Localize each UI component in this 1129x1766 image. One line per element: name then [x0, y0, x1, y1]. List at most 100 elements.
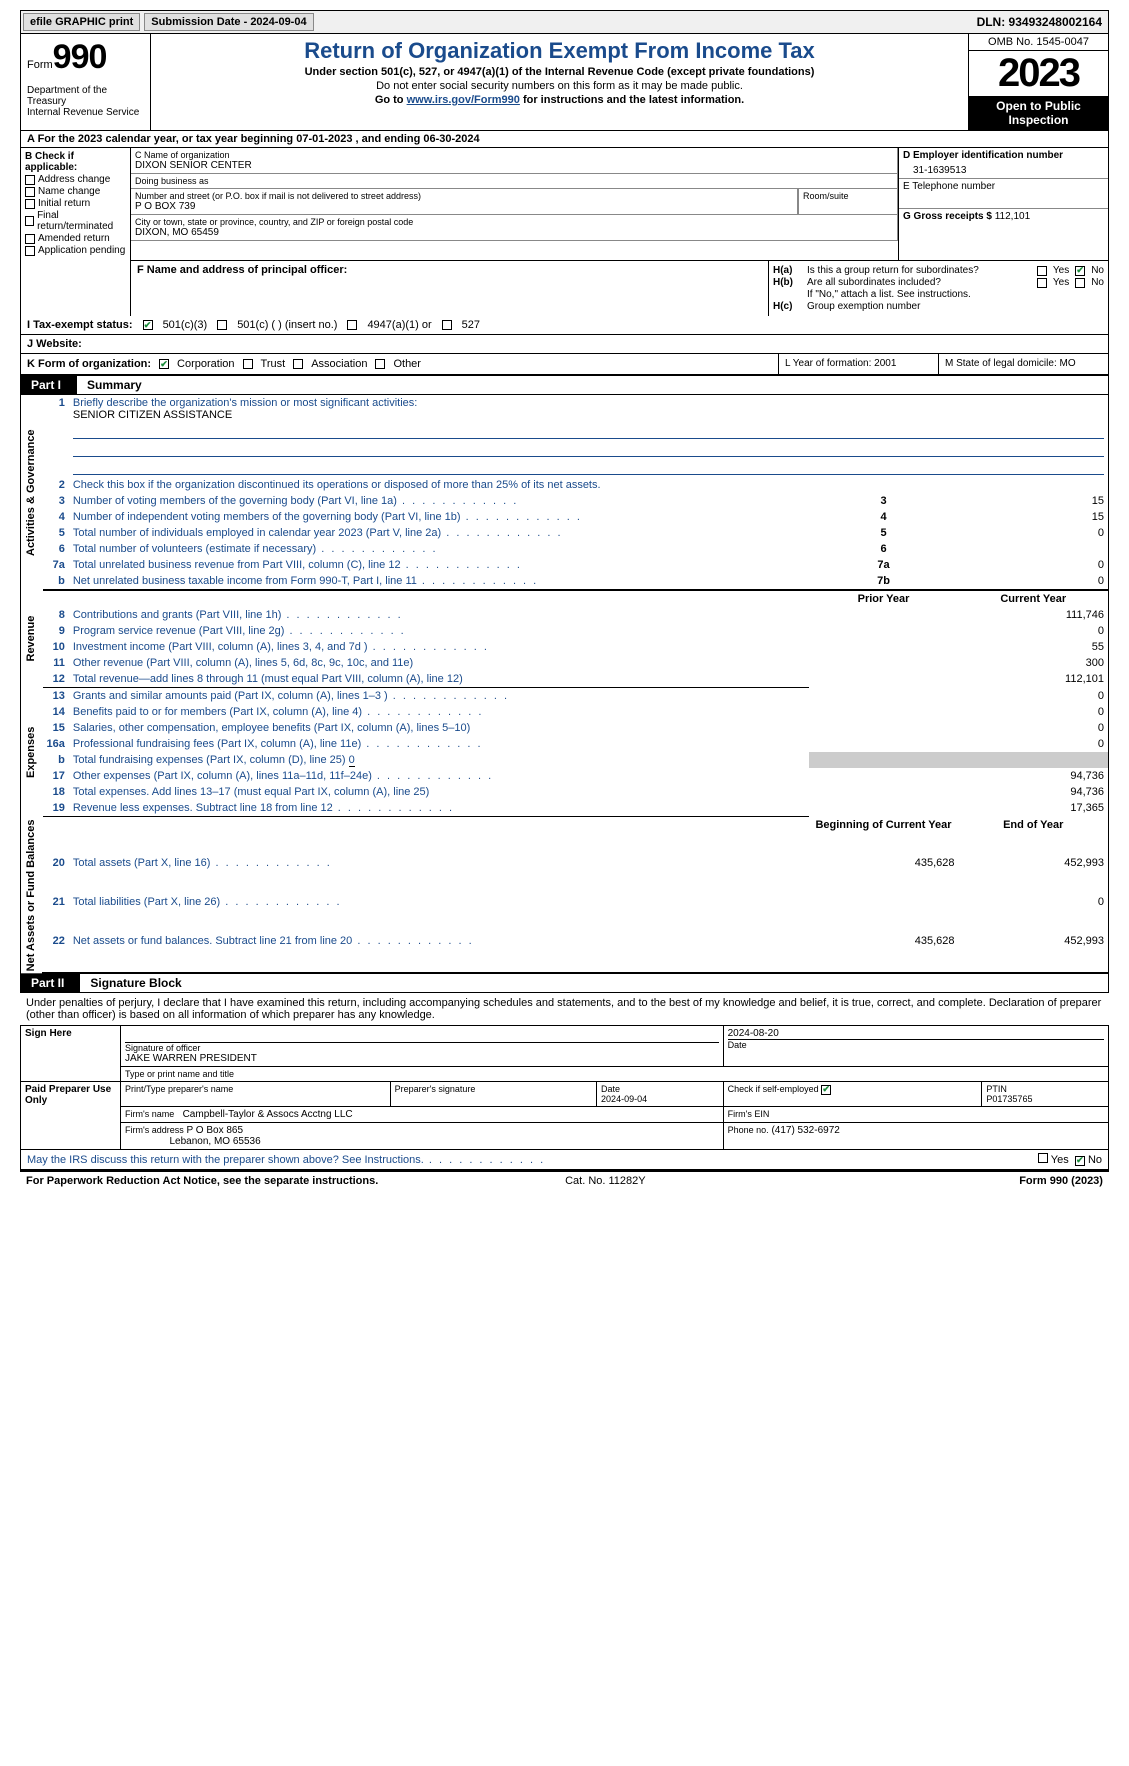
lbl-name-change: Name change — [38, 186, 100, 197]
prior-hdr: Prior Year — [809, 590, 959, 607]
discuss-text: May the IRS discuss this return with the… — [27, 1154, 545, 1166]
side-net-assets: Net Assets or Fund Balances — [21, 817, 43, 973]
l8: Contributions and grants (Part VIII, lin… — [69, 607, 809, 623]
l19: Revenue less expenses. Subtract line 18 … — [69, 800, 809, 817]
gross-label: G Gross receipts $ — [903, 211, 992, 222]
lbl-final-return: Final return/terminated — [37, 210, 126, 232]
v19c: 17,365 — [959, 800, 1109, 817]
street-label: Number and street (or P.O. box if mail i… — [135, 191, 793, 201]
v3: 15 — [959, 493, 1109, 509]
line-a: A For the 2023 calendar year, or tax yea… — [20, 131, 1109, 148]
chk-501c3[interactable] — [143, 320, 153, 330]
v11c: 300 — [959, 655, 1109, 671]
v13c: 0 — [959, 688, 1109, 705]
chk-527[interactable] — [442, 320, 452, 330]
city: DIXON, MO 65459 — [135, 227, 893, 238]
lbl-4947: 4947(a)(1) or — [367, 319, 431, 331]
ha-yes[interactable] — [1037, 266, 1047, 276]
side-revenue: Revenue — [21, 590, 43, 688]
l22: Net assets or fund balances. Subtract li… — [69, 933, 809, 973]
l12: Total revenue—add lines 8 through 11 (mu… — [69, 671, 809, 688]
chk-trust[interactable] — [243, 359, 253, 369]
org-name: DIXON SENIOR CENTER — [135, 160, 893, 171]
ty-begin: 07-01-2023 — [296, 133, 352, 145]
line-a-pre: A For the 2023 calendar year, or tax yea… — [27, 133, 296, 145]
chk-501c[interactable] — [217, 320, 227, 330]
l17: Other expenses (Part IX, column (A), lin… — [69, 768, 809, 784]
v9c: 0 — [959, 623, 1109, 639]
form-org-label: K Form of organization: — [27, 358, 151, 370]
main-title: Return of Organization Exempt From Incom… — [159, 38, 960, 64]
prep-date-label: Date — [601, 1084, 620, 1094]
tel-label: E Telephone number — [903, 181, 1104, 192]
goto-pre: Go to — [375, 94, 407, 106]
hb-yes[interactable] — [1037, 278, 1047, 288]
ha-label: H(a) — [773, 265, 803, 276]
row-i: I Tax-exempt status: 501(c)(3) 501(c) ( … — [20, 316, 1109, 335]
l5-text: Total number of individuals employed in … — [69, 525, 809, 541]
submission-date-btn[interactable]: Submission Date - 2024-09-04 — [144, 13, 313, 31]
discuss-yes-lbl: Yes — [1051, 1154, 1069, 1166]
l21: Total liabilities (Part X, line 26) — [69, 894, 809, 933]
chk-app-pending[interactable] — [25, 246, 35, 256]
l14: Benefits paid to or for members (Part IX… — [69, 704, 809, 720]
part1-title: Summary — [77, 376, 1108, 394]
chk-address-change[interactable] — [25, 175, 35, 185]
chk-4947[interactable] — [347, 320, 357, 330]
cat-no: Cat. No. 11282Y — [565, 1175, 646, 1187]
v17c: 94,736 — [959, 768, 1109, 784]
box-b-label: B Check if applicable: — [25, 151, 126, 173]
tax-year: 2023 — [969, 51, 1108, 96]
ptin: P01735765 — [986, 1094, 1032, 1104]
side-expenses: Expenses — [21, 688, 43, 817]
v12c: 112,101 — [959, 671, 1109, 688]
ha-no[interactable] — [1075, 266, 1085, 276]
curr-hdr: Current Year — [959, 590, 1109, 607]
row-j: J Website: — [20, 335, 1109, 354]
l18: Total expenses. Add lines 13–17 (must eq… — [69, 784, 809, 800]
sign-here: Sign Here — [21, 1026, 121, 1082]
part2-header: Part II Signature Block — [20, 973, 1109, 993]
chk-self-employed[interactable] — [821, 1085, 831, 1095]
box-d: D Employer identification number 31-1639… — [898, 148, 1108, 260]
open-inspection: Open to Public Inspection — [969, 96, 1108, 130]
l1-text: Briefly describe the organization's miss… — [73, 397, 417, 409]
l20: Total assets (Part X, line 16) — [69, 855, 809, 894]
prep-date: 2024-09-04 — [601, 1094, 647, 1104]
lbl-501c3: 501(c)(3) — [163, 319, 208, 331]
chk-initial-return[interactable] — [25, 199, 35, 209]
sig-officer-label: Signature of officer — [125, 1042, 719, 1053]
hb-no[interactable] — [1075, 278, 1085, 288]
ssn-warning: Do not enter social security numbers on … — [159, 80, 960, 92]
row-m: M State of legal domicile: MO — [938, 354, 1108, 374]
pra-notice: For Paperwork Reduction Act Notice, see … — [26, 1175, 378, 1187]
side-governance: Activities & Governance — [21, 395, 43, 590]
v16b: 0 — [349, 754, 355, 767]
ptin-label: PTIN — [986, 1084, 1007, 1094]
chk-other[interactable] — [375, 359, 385, 369]
part1-tag: Part I — [21, 376, 77, 394]
l4-text: Number of independent voting members of … — [69, 509, 809, 525]
discuss-no[interactable] — [1075, 1156, 1085, 1166]
hb-text: Are all subordinates included? — [807, 277, 941, 288]
chk-name-change[interactable] — [25, 187, 35, 197]
row-l: L Year of formation: 2001 — [778, 354, 938, 374]
chk-corp[interactable] — [159, 359, 169, 369]
firm-addr1: P O Box 865 — [187, 1125, 244, 1136]
lbl-assoc: Association — [311, 358, 367, 370]
l3-text: Number of voting members of the governin… — [69, 493, 809, 509]
hb-label: H(b) — [773, 277, 803, 288]
sig-date1: 2024-08-20 — [728, 1028, 1104, 1039]
irs-link[interactable]: www.irs.gov/Form990 — [407, 94, 520, 106]
ein-label: D Employer identification number — [903, 150, 1104, 161]
lbl-501c: 501(c) ( ) (insert no.) — [237, 319, 337, 331]
v21p — [809, 894, 959, 933]
efile-print-btn[interactable]: efile GRAPHIC print — [23, 13, 140, 31]
lbl-corp: Corporation — [177, 358, 234, 370]
l16a: Professional fundraising fees (Part IX, … — [69, 736, 809, 752]
firm-phone: (417) 532-6972 — [771, 1125, 839, 1136]
chk-assoc[interactable] — [293, 359, 303, 369]
chk-final-return[interactable] — [25, 216, 34, 226]
chk-amended[interactable] — [25, 234, 35, 244]
discuss-yes[interactable] — [1038, 1153, 1048, 1163]
